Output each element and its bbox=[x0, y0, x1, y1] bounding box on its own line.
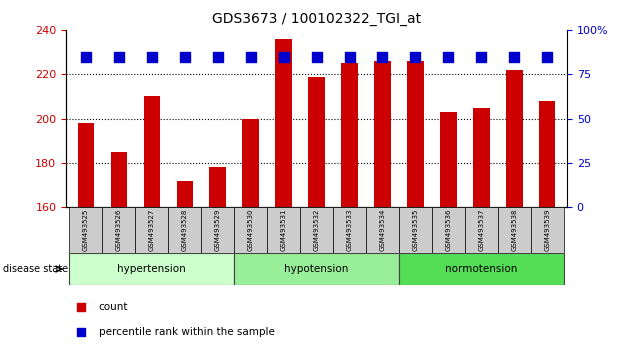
Bar bbox=[366, 207, 399, 253]
Bar bbox=[333, 207, 366, 253]
Bar bbox=[103, 207, 135, 253]
Text: GSM493538: GSM493538 bbox=[512, 209, 517, 251]
Point bbox=[213, 54, 223, 59]
Bar bbox=[69, 253, 234, 285]
Bar bbox=[168, 207, 201, 253]
Bar bbox=[530, 207, 564, 253]
Text: percentile rank within the sample: percentile rank within the sample bbox=[99, 326, 275, 337]
Text: GSM493536: GSM493536 bbox=[445, 209, 451, 251]
Point bbox=[81, 54, 91, 59]
Point bbox=[410, 54, 420, 59]
Text: count: count bbox=[99, 302, 129, 313]
Point bbox=[278, 54, 289, 59]
Bar bbox=[473, 108, 490, 207]
Text: GSM493526: GSM493526 bbox=[116, 209, 122, 251]
Text: hypertension: hypertension bbox=[117, 264, 186, 274]
Bar bbox=[465, 207, 498, 253]
Text: GSM493534: GSM493534 bbox=[379, 209, 386, 251]
Text: GSM493531: GSM493531 bbox=[280, 209, 287, 251]
Bar bbox=[111, 152, 127, 207]
Bar bbox=[506, 70, 522, 207]
Bar bbox=[432, 207, 465, 253]
Text: GSM493533: GSM493533 bbox=[346, 209, 353, 251]
Bar bbox=[374, 61, 391, 207]
Bar bbox=[201, 207, 234, 253]
Text: GSM493537: GSM493537 bbox=[478, 209, 484, 251]
Bar bbox=[234, 253, 399, 285]
Bar bbox=[440, 112, 457, 207]
Bar bbox=[399, 207, 432, 253]
Text: GSM493525: GSM493525 bbox=[83, 209, 89, 251]
Text: normotension: normotension bbox=[445, 264, 517, 274]
Bar bbox=[144, 96, 160, 207]
Title: GDS3673 / 100102322_TGI_at: GDS3673 / 100102322_TGI_at bbox=[212, 12, 421, 26]
Text: GSM493530: GSM493530 bbox=[248, 209, 254, 251]
Bar bbox=[308, 76, 325, 207]
Text: disease state: disease state bbox=[3, 264, 68, 274]
Text: GSM493529: GSM493529 bbox=[215, 209, 220, 251]
Bar bbox=[234, 207, 267, 253]
Point bbox=[444, 54, 454, 59]
Bar bbox=[210, 167, 226, 207]
Point bbox=[76, 304, 86, 310]
Text: GSM493528: GSM493528 bbox=[182, 209, 188, 251]
Text: GSM493535: GSM493535 bbox=[413, 209, 418, 251]
Point bbox=[114, 54, 124, 59]
Point bbox=[476, 54, 486, 59]
Point bbox=[246, 54, 256, 59]
Bar bbox=[275, 39, 292, 207]
Bar bbox=[176, 181, 193, 207]
Point bbox=[311, 54, 321, 59]
Bar bbox=[267, 207, 300, 253]
Point bbox=[147, 54, 157, 59]
Text: GSM493539: GSM493539 bbox=[544, 209, 550, 251]
Text: GSM493532: GSM493532 bbox=[314, 209, 319, 251]
Text: hypotension: hypotension bbox=[284, 264, 349, 274]
Point bbox=[542, 54, 553, 59]
Point bbox=[180, 54, 190, 59]
Bar bbox=[135, 207, 168, 253]
Bar bbox=[498, 207, 530, 253]
Bar bbox=[300, 207, 333, 253]
Bar bbox=[77, 123, 94, 207]
Bar bbox=[407, 61, 423, 207]
Bar bbox=[341, 63, 358, 207]
Text: GSM493527: GSM493527 bbox=[149, 209, 155, 251]
Bar bbox=[69, 207, 103, 253]
Bar bbox=[539, 101, 556, 207]
Bar bbox=[399, 253, 564, 285]
Point bbox=[509, 54, 519, 59]
Point bbox=[76, 329, 86, 335]
Bar bbox=[243, 119, 259, 207]
Point bbox=[377, 54, 387, 59]
Point bbox=[345, 54, 355, 59]
